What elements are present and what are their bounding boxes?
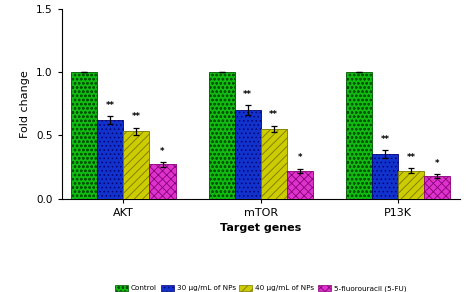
Text: **: ** [106,101,115,110]
Bar [209,72,235,199]
Bar [261,129,287,199]
Legend: Control, 30 µg/mL of NPs, 40 µg/mL of NPs, 5-fluorouracil (5-FU): Control, 30 µg/mL of NPs, 40 µg/mL of NP… [112,282,409,292]
X-axis label: Target genes: Target genes [220,223,301,233]
Text: **: ** [381,135,390,144]
Bar [372,154,398,199]
Bar [398,171,424,199]
Text: **: ** [269,110,278,119]
Text: **: ** [407,153,416,162]
Bar [149,164,175,199]
Text: *: * [435,159,439,168]
Text: *: * [298,154,302,162]
Bar [424,176,450,199]
Bar [97,120,123,199]
Bar [235,110,261,199]
Bar [346,72,372,199]
Y-axis label: Fold change: Fold change [20,70,30,138]
Bar [71,72,97,199]
Text: **: ** [132,112,141,121]
Bar [123,131,149,199]
Text: *: * [160,147,165,156]
Text: **: ** [243,90,252,99]
Bar [287,171,313,199]
